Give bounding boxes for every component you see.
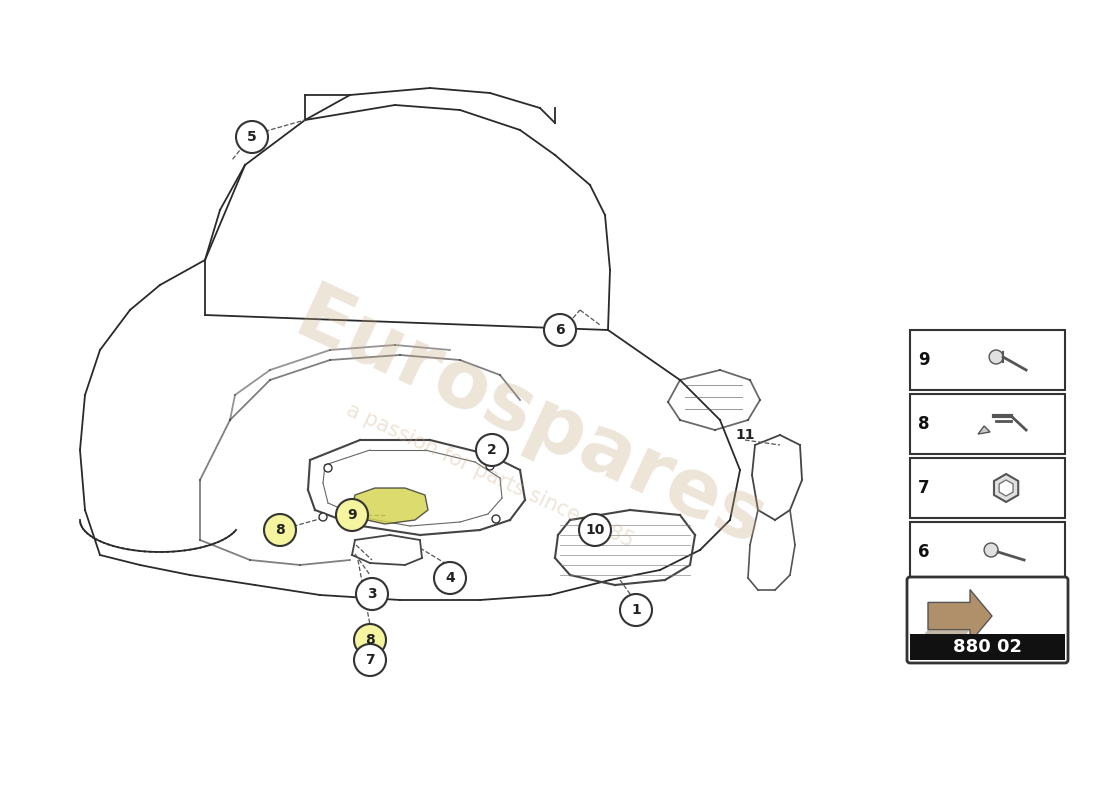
Text: 1: 1: [631, 603, 641, 617]
FancyBboxPatch shape: [910, 522, 1065, 582]
Text: 3: 3: [367, 587, 377, 601]
Text: 6: 6: [556, 323, 564, 337]
Circle shape: [236, 121, 268, 153]
Polygon shape: [994, 474, 1019, 502]
Circle shape: [984, 543, 998, 557]
Text: 880 02: 880 02: [953, 638, 1022, 656]
Circle shape: [319, 513, 327, 521]
Circle shape: [336, 499, 368, 531]
FancyBboxPatch shape: [910, 394, 1065, 454]
Circle shape: [434, 562, 466, 594]
Circle shape: [356, 578, 388, 610]
Text: 8: 8: [365, 633, 375, 647]
Text: 10: 10: [585, 523, 605, 537]
Text: 6: 6: [918, 543, 930, 561]
Text: 11: 11: [735, 428, 755, 442]
Circle shape: [324, 464, 332, 472]
Text: 8: 8: [275, 523, 285, 537]
Circle shape: [620, 594, 652, 626]
Text: 5: 5: [248, 130, 257, 144]
Circle shape: [476, 434, 508, 466]
Polygon shape: [999, 480, 1013, 496]
Text: 9: 9: [918, 351, 930, 369]
Circle shape: [492, 515, 500, 523]
Text: 9: 9: [348, 508, 356, 522]
Text: 4: 4: [446, 571, 455, 585]
Circle shape: [544, 314, 576, 346]
Polygon shape: [352, 488, 428, 524]
Polygon shape: [978, 426, 990, 434]
FancyBboxPatch shape: [910, 330, 1065, 390]
FancyBboxPatch shape: [910, 458, 1065, 518]
FancyBboxPatch shape: [910, 634, 1065, 660]
FancyBboxPatch shape: [908, 577, 1068, 663]
Text: 7: 7: [918, 479, 930, 497]
Text: 7: 7: [365, 653, 375, 667]
Polygon shape: [923, 630, 970, 636]
Text: Eurospares: Eurospares: [283, 277, 778, 563]
Circle shape: [354, 624, 386, 656]
Text: 8: 8: [918, 415, 930, 433]
Circle shape: [486, 462, 494, 470]
Text: 2: 2: [487, 443, 497, 457]
Circle shape: [264, 514, 296, 546]
Circle shape: [579, 514, 610, 546]
Polygon shape: [928, 590, 992, 642]
Circle shape: [989, 350, 1003, 364]
Circle shape: [354, 644, 386, 676]
Text: a passion for parts since 1985: a passion for parts since 1985: [343, 399, 637, 550]
